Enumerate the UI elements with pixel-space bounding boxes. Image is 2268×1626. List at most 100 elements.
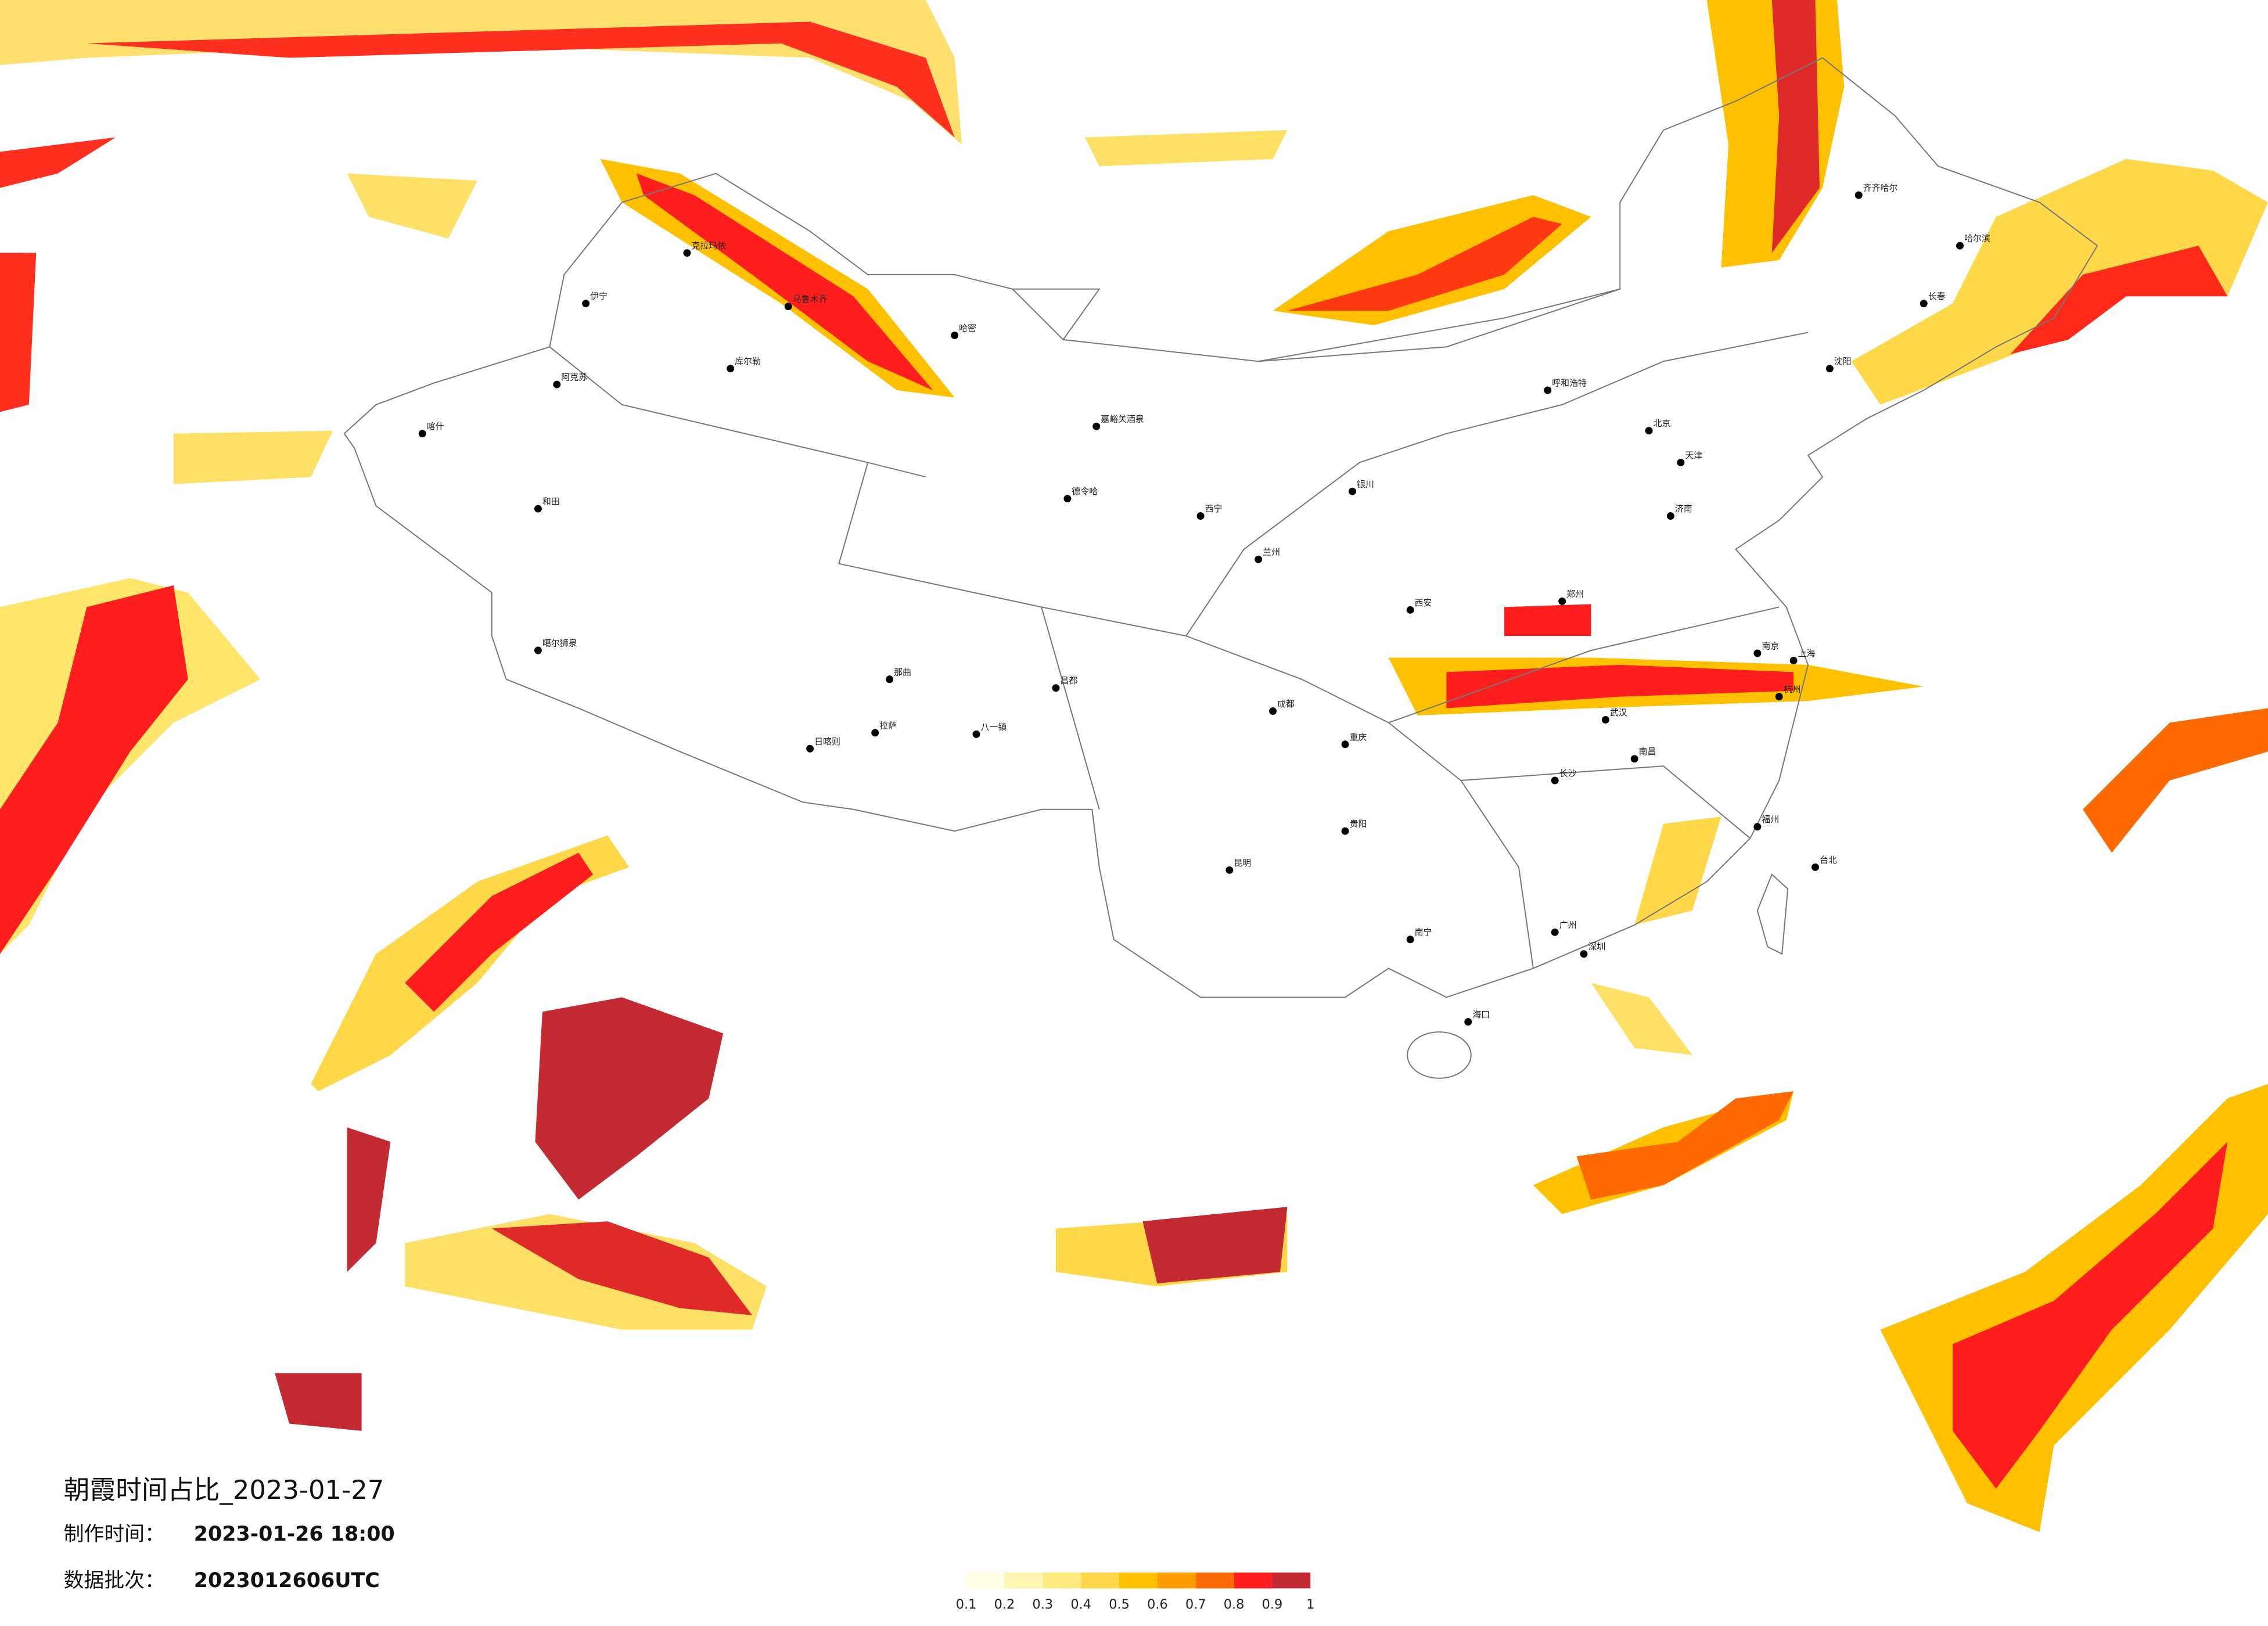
colorbar-tick-label: 0.5 <box>1109 1597 1130 1612</box>
info-value: 2023012606UTC <box>194 1569 380 1592</box>
city-dot <box>1775 693 1783 701</box>
colorbar-tick-label: 0.8 <box>1224 1597 1245 1612</box>
colorbar: 0.1 0.2 0.3 0.4 0.5 0.6 0.7 0.8 0.9 1 <box>956 1572 1314 1612</box>
city-dot <box>806 744 814 753</box>
city-dot <box>1464 1018 1472 1026</box>
info-value: 2023-01-26 18:00 <box>194 1523 395 1546</box>
city-label: 兰州 <box>1263 547 1280 557</box>
city-label: 北京 <box>1654 418 1671 429</box>
city-label: 嘉峪关酒泉 <box>1101 414 1144 425</box>
map-title: 朝霞时间占比_2023-01-27 <box>64 1474 384 1505</box>
city-label: 昆明 <box>1234 858 1251 868</box>
city-dot <box>1063 495 1072 503</box>
city-dot <box>1341 740 1349 749</box>
colorbar-tick-label: 0.1 <box>956 1597 977 1612</box>
city-label: 库尔勒 <box>735 356 761 366</box>
colorbar-swatch <box>1043 1572 1081 1589</box>
colorbar-swatch <box>966 1572 1005 1589</box>
city-label: 伊宁 <box>590 291 608 301</box>
city-label: 长沙 <box>1559 768 1577 779</box>
city-label: 杭州 <box>1784 684 1801 695</box>
colorbar-swatch <box>1004 1572 1043 1589</box>
city-label: 哈尔滨 <box>1964 233 1990 244</box>
city-label: 海口 <box>1472 1009 1490 1020</box>
city-label: 八一镇 <box>981 722 1007 732</box>
colorbar-tick-label: 0.6 <box>1147 1597 1168 1612</box>
boundaries <box>343 57 2098 1079</box>
city-label: 武汉 <box>1610 707 1627 718</box>
city-dot <box>534 505 542 513</box>
city-label: 广州 <box>1559 920 1577 930</box>
city-label: 德令哈 <box>1072 486 1098 497</box>
city-label: 上海 <box>1798 648 1816 659</box>
city-dot <box>727 365 735 373</box>
colorbar-swatch <box>1195 1572 1234 1589</box>
city-dot <box>784 303 792 311</box>
colorbar-tick-label: 0.2 <box>994 1597 1015 1612</box>
city-dot <box>951 331 959 339</box>
country-border <box>343 57 2098 998</box>
city-label: 克拉玛依 <box>691 240 726 251</box>
colorbar-tick-label: 0.9 <box>1262 1597 1283 1612</box>
city-label: 拉萨 <box>879 720 897 731</box>
colorbar-swatch <box>1081 1572 1120 1589</box>
city-label: 齐齐哈尔 <box>1863 183 1898 193</box>
city-dot <box>1601 715 1609 724</box>
city-label: 日喀则 <box>814 736 840 747</box>
city-dot <box>1225 866 1234 874</box>
colorbar-tick-label: 0.4 <box>1070 1597 1091 1612</box>
city-dot <box>1825 365 1834 373</box>
city-dot <box>1406 606 1414 614</box>
city-dot <box>534 646 542 654</box>
colorbar-swatch <box>1157 1572 1196 1589</box>
city-dot <box>1406 936 1414 944</box>
city-label: 台北 <box>1820 855 1837 865</box>
city-dot <box>1544 386 1552 394</box>
city-dot <box>1956 242 1964 250</box>
city-label: 乌鲁木齐 <box>793 294 828 304</box>
city-dot <box>582 300 590 308</box>
info-label: 数据批次： <box>64 1569 165 1592</box>
city-dot <box>1811 863 1819 871</box>
city-dot <box>1630 755 1638 763</box>
city-dot <box>1645 427 1653 435</box>
city-dot <box>683 249 691 257</box>
colorbar-tick-label: 1 <box>1306 1597 1314 1612</box>
city-dot <box>553 380 561 388</box>
city-label: 沈阳 <box>1834 356 1852 366</box>
city-dot <box>1092 422 1101 430</box>
city-label: 重庆 <box>1350 732 1367 742</box>
city-dot <box>418 430 426 438</box>
colorbar-swatch <box>1234 1572 1273 1589</box>
colorbar-swatch <box>1119 1572 1158 1589</box>
city-dot <box>1551 776 1559 785</box>
city-label: 喀什 <box>427 421 444 431</box>
city-dot <box>1753 823 1762 831</box>
taiwan-border <box>1756 873 1789 955</box>
city-label: 阿克苏 <box>561 372 587 383</box>
city-dot <box>871 729 879 737</box>
city-label: 福州 <box>1762 814 1779 825</box>
city-label: 长春 <box>1928 291 1946 301</box>
city-dot <box>1753 649 1762 657</box>
city-dot <box>1677 458 1685 466</box>
province-border <box>549 332 1809 969</box>
city-label: 西宁 <box>1205 503 1223 514</box>
city-dot <box>1920 300 1928 308</box>
city-label: 南宁 <box>1415 927 1432 937</box>
city-label: 哈密 <box>959 323 976 333</box>
city-dot <box>1255 555 1263 563</box>
city-label: 和田 <box>542 497 560 507</box>
city-dot <box>886 675 894 684</box>
hainan-border <box>1407 1031 1472 1079</box>
city-dot <box>1854 191 1863 199</box>
city-dot <box>1349 487 1357 495</box>
colorbar-tick-label: 0.7 <box>1185 1597 1206 1612</box>
info-label: 制作时间： <box>64 1523 165 1546</box>
city-label: 银川 <box>1357 479 1374 490</box>
city-label: 贵阳 <box>1350 819 1367 829</box>
city-label: 南京 <box>1762 641 1779 652</box>
